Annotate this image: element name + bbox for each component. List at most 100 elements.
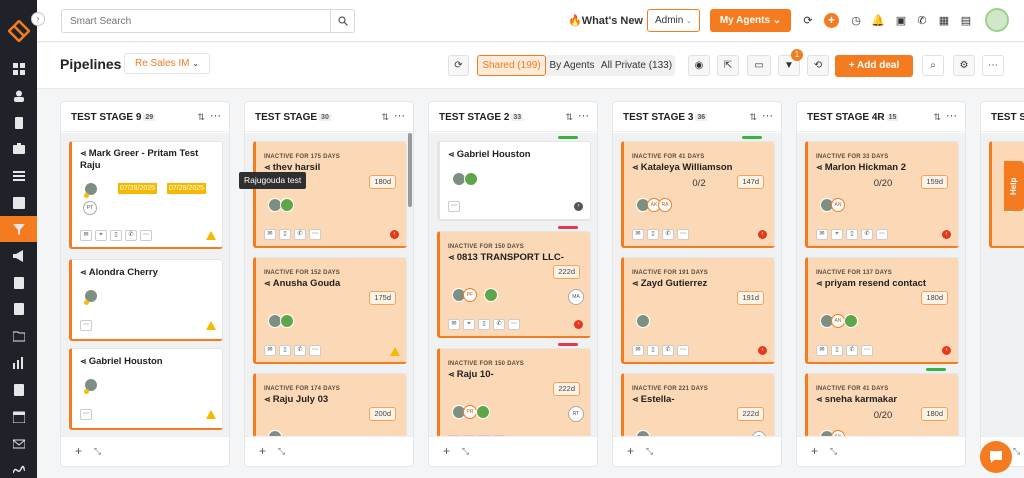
sms-icon[interactable]: ▯ <box>279 229 291 240</box>
history-icon[interactable]: ⟲ <box>807 55 829 76</box>
phone-icon[interactable]: ✆ <box>917 14 927 27</box>
sms-icon[interactable]: ▯ <box>846 229 858 240</box>
more-options-icon[interactable]: ⋯ <box>210 110 221 122</box>
more-options-icon[interactable]: ⋯ <box>448 201 460 212</box>
calendar-icon[interactable] <box>0 404 37 430</box>
more-options-icon[interactable]: ⋯ <box>982 55 1004 76</box>
deal-card[interactable]: INACTIVE FOR 174 DAYS ⋖ Raju July 03 200d <box>253 373 407 438</box>
signature-icon[interactable] <box>0 457 37 478</box>
deal-card[interactable]: INACTIVE FOR 33 DAYS ⋖ Marlon Hickman 2 0… <box>805 141 959 248</box>
more-options-icon[interactable]: ⋯ <box>140 230 152 241</box>
add-card-icon[interactable]: + <box>75 444 83 458</box>
dashboard-icon[interactable] <box>0 56 37 82</box>
all-private-filter-tab[interactable]: All Private (133) <box>598 55 675 76</box>
file-icon[interactable] <box>0 377 37 403</box>
sms-icon[interactable]: ▯ <box>110 230 122 241</box>
phone-icon[interactable]: ✆ <box>294 229 306 240</box>
user-avatar[interactable] <box>985 8 1009 32</box>
refresh-icon[interactable]: ⟳ <box>448 55 469 76</box>
phone-icon[interactable]: ✆ <box>861 229 873 240</box>
my-agents-button[interactable]: My Agents ⌄ <box>710 9 791 32</box>
add-card-icon[interactable]: + <box>811 444 819 458</box>
collapse-icon[interactable]: ⤡ <box>94 446 102 456</box>
back-icon[interactable]: ‹ <box>942 230 951 239</box>
search-icon[interactable]: ⌕ <box>922 55 944 76</box>
collapse-icon[interactable]: ⤡ <box>278 446 286 456</box>
phone-icon[interactable]: ✆ <box>662 345 674 356</box>
bell-icon[interactable]: 🔔 <box>871 14 885 27</box>
device-icon[interactable]: ▣ <box>895 14 907 27</box>
whats-new-link[interactable]: 🔥What's New <box>568 14 643 27</box>
sms-icon[interactable]: ▯ <box>279 345 291 356</box>
scrollbar[interactable] <box>408 133 412 207</box>
email-icon[interactable]: ✉ <box>816 229 828 240</box>
more-options-icon[interactable]: ⋯ <box>578 110 589 122</box>
help-tab[interactable]: Help <box>1004 161 1024 211</box>
deal-card[interactable]: ⋖ Gabriel Houston ⋯ <box>69 348 223 430</box>
deal-card[interactable]: INACTIVE FOR 150 DAYS ⋖ 0813 TRANSPORT LL… <box>437 226 591 338</box>
search-icon[interactable] <box>330 10 354 32</box>
phone-icon[interactable]: ✆ <box>294 345 306 356</box>
sort-icon[interactable]: ⇅ <box>197 112 205 122</box>
more-options-icon[interactable]: ⋯ <box>946 110 957 122</box>
contacts-icon[interactable] <box>0 83 37 109</box>
deal-card[interactable]: ⋖ Mark Greer - Pritam Test Raju 07/28/202… <box>69 141 223 249</box>
deal-card[interactable]: INACTIVE FOR 41 DAYS ⋖ Kataleya Williamso… <box>621 136 775 248</box>
chat-launcher-icon[interactable] <box>980 441 1012 473</box>
eye-icon[interactable]: ◉ <box>688 55 710 76</box>
email-icon[interactable]: ✉ <box>264 229 276 240</box>
email-icon[interactable]: ✉ <box>80 230 92 241</box>
sort-icon[interactable]: ⇅ <box>933 112 941 122</box>
collapse-icon[interactable]: ⤡ <box>1013 446 1021 456</box>
documents-icon[interactable] <box>0 110 37 136</box>
phone-icon[interactable]: ✆ <box>493 319 505 330</box>
add-card-icon[interactable]: + <box>627 444 635 458</box>
sms-icon[interactable]: ▯ <box>647 345 659 356</box>
back-icon[interactable]: ‹ <box>390 230 399 239</box>
location-icon[interactable]: ⌖ <box>463 319 475 330</box>
pipeline-filter-icon[interactable] <box>0 216 37 242</box>
search-input[interactable] <box>62 10 330 32</box>
location-icon[interactable]: ⌖ <box>95 230 107 241</box>
sort-icon[interactable]: ⇅ <box>565 112 573 122</box>
document-icon[interactable]: ▤ <box>960 14 972 27</box>
deal-card[interactable]: INACTIVE FOR 191 DAYS ⋖ Zayd Gutierrez 19… <box>621 257 775 364</box>
more-options-icon[interactable]: ⋯ <box>762 110 773 122</box>
logo-icon[interactable] <box>8 20 30 42</box>
deal-card[interactable]: INACTIVE FOR 137 DAYS ⋖ priyam resend con… <box>805 257 959 364</box>
more-options-icon[interactable]: ⋯ <box>80 409 92 420</box>
deal-card[interactable]: INACTIVE FOR 175 DAYS ⋖ thev harsil 180d … <box>253 141 407 248</box>
more-options-icon[interactable]: ⋯ <box>394 110 405 122</box>
sms-icon[interactable]: ▯ <box>478 319 490 330</box>
more-options-icon[interactable]: ⋯ <box>309 229 321 240</box>
more-options-icon[interactable]: ⋯ <box>677 229 689 240</box>
collapse-icon[interactable]: ⤡ <box>646 446 654 456</box>
deal-card[interactable]: ⋖ Gabriel Houston ⋯ › <box>437 136 591 221</box>
megaphone-icon[interactable] <box>0 243 37 269</box>
clock-icon[interactable]: ◷ <box>851 14 861 27</box>
pipeline-select[interactable]: Re Sales IM ⌄ <box>124 53 210 74</box>
sidebar-collapse-button[interactable]: › <box>31 12 45 26</box>
folder-icon[interactable] <box>0 323 37 349</box>
deals-icon[interactable] <box>0 136 37 162</box>
add-card-icon[interactable]: + <box>259 444 267 458</box>
sort-icon[interactable]: ⇅ <box>381 112 389 122</box>
more-options-icon[interactable]: ⋯ <box>876 229 888 240</box>
deal-card[interactable]: INACTIVE FOR 221 DAYS ⋖Estella- 222d D <box>621 373 775 438</box>
collapse-icon[interactable]: ⤡ <box>830 446 838 456</box>
by-agents-filter-tab[interactable]: By Agents <box>546 55 598 76</box>
more-options-icon[interactable]: ⋯ <box>80 320 92 331</box>
phone-icon[interactable]: ✆ <box>662 229 674 240</box>
profile-card-icon[interactable] <box>0 190 37 216</box>
more-options-icon[interactable]: ⋯ <box>677 345 689 356</box>
back-icon[interactable]: ‹ <box>942 346 951 355</box>
sort-icon[interactable]: ⇅ <box>749 112 757 122</box>
deal-card[interactable]: INACTIVE FOR 150 DAYS ⋖ Raju 10- 222d PR … <box>437 343 591 438</box>
deal-card[interactable]: INACTIVE FOR 41 DAYS ⋖ sneha karmakar 0/2… <box>805 368 959 438</box>
email-icon[interactable]: ✉ <box>632 345 644 356</box>
back-icon[interactable]: ‹ <box>574 320 583 329</box>
lists-icon[interactable] <box>0 296 37 322</box>
deal-card[interactable]: INACTIVE FOR 152 DAYS ⋖ Anusha Gouda 175d… <box>253 257 407 364</box>
list-icon[interactable] <box>0 163 37 189</box>
add-card-icon[interactable]: + <box>443 444 451 458</box>
